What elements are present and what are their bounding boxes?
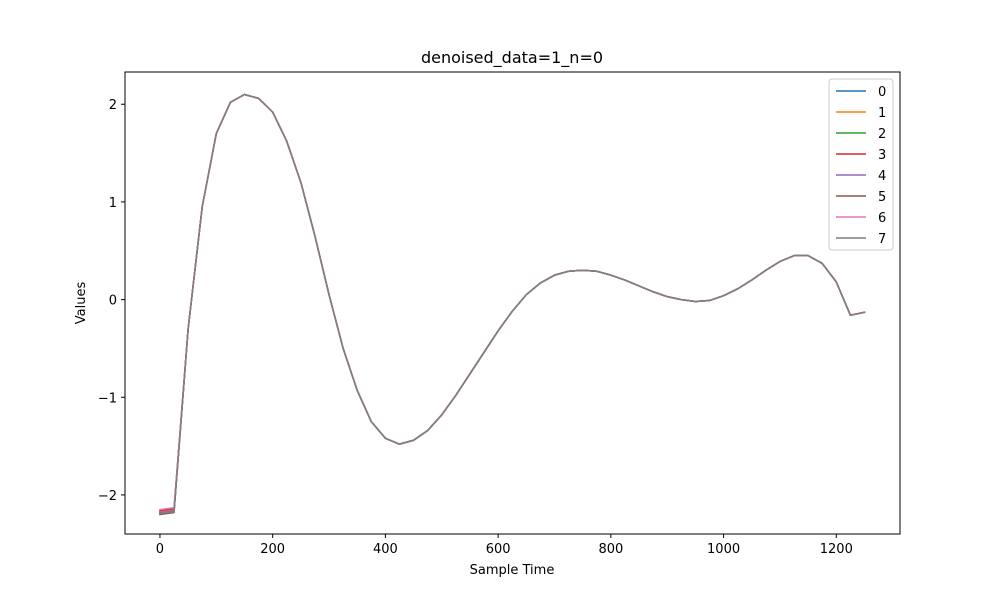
x-tick-label: 0 — [156, 542, 164, 557]
legend-label-7: 7 — [878, 232, 886, 247]
x-tick-label: 200 — [260, 542, 285, 557]
x-tick-label: 600 — [486, 542, 511, 557]
y-tick-label: 1 — [109, 196, 117, 211]
legend-label-6: 6 — [878, 211, 886, 226]
legend-label-4: 4 — [878, 169, 886, 184]
x-tick-label: 400 — [373, 542, 398, 557]
legend-label-3: 3 — [878, 148, 886, 163]
legend-label-0: 0 — [878, 85, 886, 100]
y-axis-ticks: 2 1 0 −1 −2 — [98, 98, 125, 504]
series-lines — [159, 93, 866, 516]
legend: 0 1 2 3 4 5 6 7 — [828, 78, 894, 251]
x-tick-label: 1200 — [820, 542, 853, 557]
legend-box — [828, 78, 894, 251]
plot-frame — [124, 71, 901, 535]
series-line-7 — [159, 93, 866, 515]
y-tick-label: 2 — [109, 98, 117, 113]
legend-label-5: 5 — [878, 190, 886, 205]
y-tick-label: 0 — [109, 294, 117, 309]
x-axis-ticks: 0 200 400 600 800 1000 1200 — [156, 534, 853, 557]
chart-title: denoised_data=1_n=0 — [421, 48, 603, 68]
legend-label-2: 2 — [878, 127, 886, 142]
x-tick-label: 1000 — [707, 542, 740, 557]
y-tick-label: −1 — [98, 391, 117, 406]
x-tick-label: 800 — [598, 542, 623, 557]
y-tick-label: −2 — [98, 489, 117, 504]
y-axis-label: Values — [74, 282, 89, 325]
x-axis-label: Sample Time — [470, 563, 555, 578]
legend-label-1: 1 — [878, 106, 886, 121]
